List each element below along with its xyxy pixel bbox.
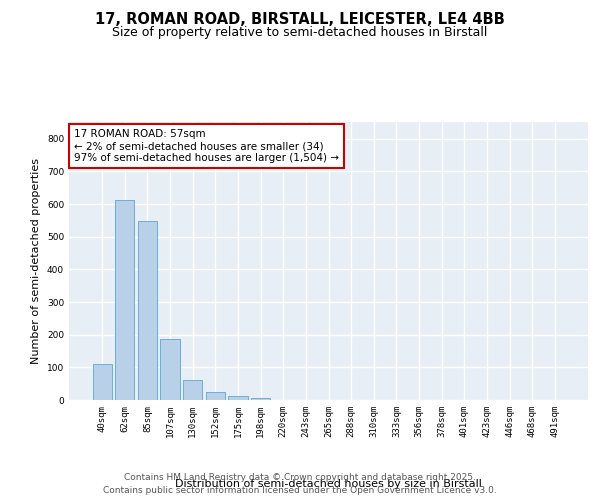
- Y-axis label: Number of semi-detached properties: Number of semi-detached properties: [31, 158, 41, 364]
- Text: Size of property relative to semi-detached houses in Birstall: Size of property relative to semi-detach…: [112, 26, 488, 39]
- Bar: [92, 364, 112, 400]
- Bar: [160, 338, 180, 400]
- Bar: [115, 200, 134, 400]
- Text: 17 ROMAN ROAD: 57sqm
← 2% of semi-detached houses are smaller (34)
97% of semi-d: 17 ROMAN ROAD: 57sqm ← 2% of semi-detach…: [74, 130, 339, 162]
- Bar: [206, 392, 225, 400]
- Bar: [138, 222, 157, 400]
- Bar: [251, 398, 270, 400]
- Bar: [183, 380, 202, 400]
- Text: 17, ROMAN ROAD, BIRSTALL, LEICESTER, LE4 4BB: 17, ROMAN ROAD, BIRSTALL, LEICESTER, LE4…: [95, 12, 505, 28]
- Text: Contains HM Land Registry data © Crown copyright and database right 2025.
Contai: Contains HM Land Registry data © Crown c…: [103, 473, 497, 495]
- Bar: [229, 396, 248, 400]
- X-axis label: Distribution of semi-detached houses by size in Birstall: Distribution of semi-detached houses by …: [175, 479, 482, 489]
